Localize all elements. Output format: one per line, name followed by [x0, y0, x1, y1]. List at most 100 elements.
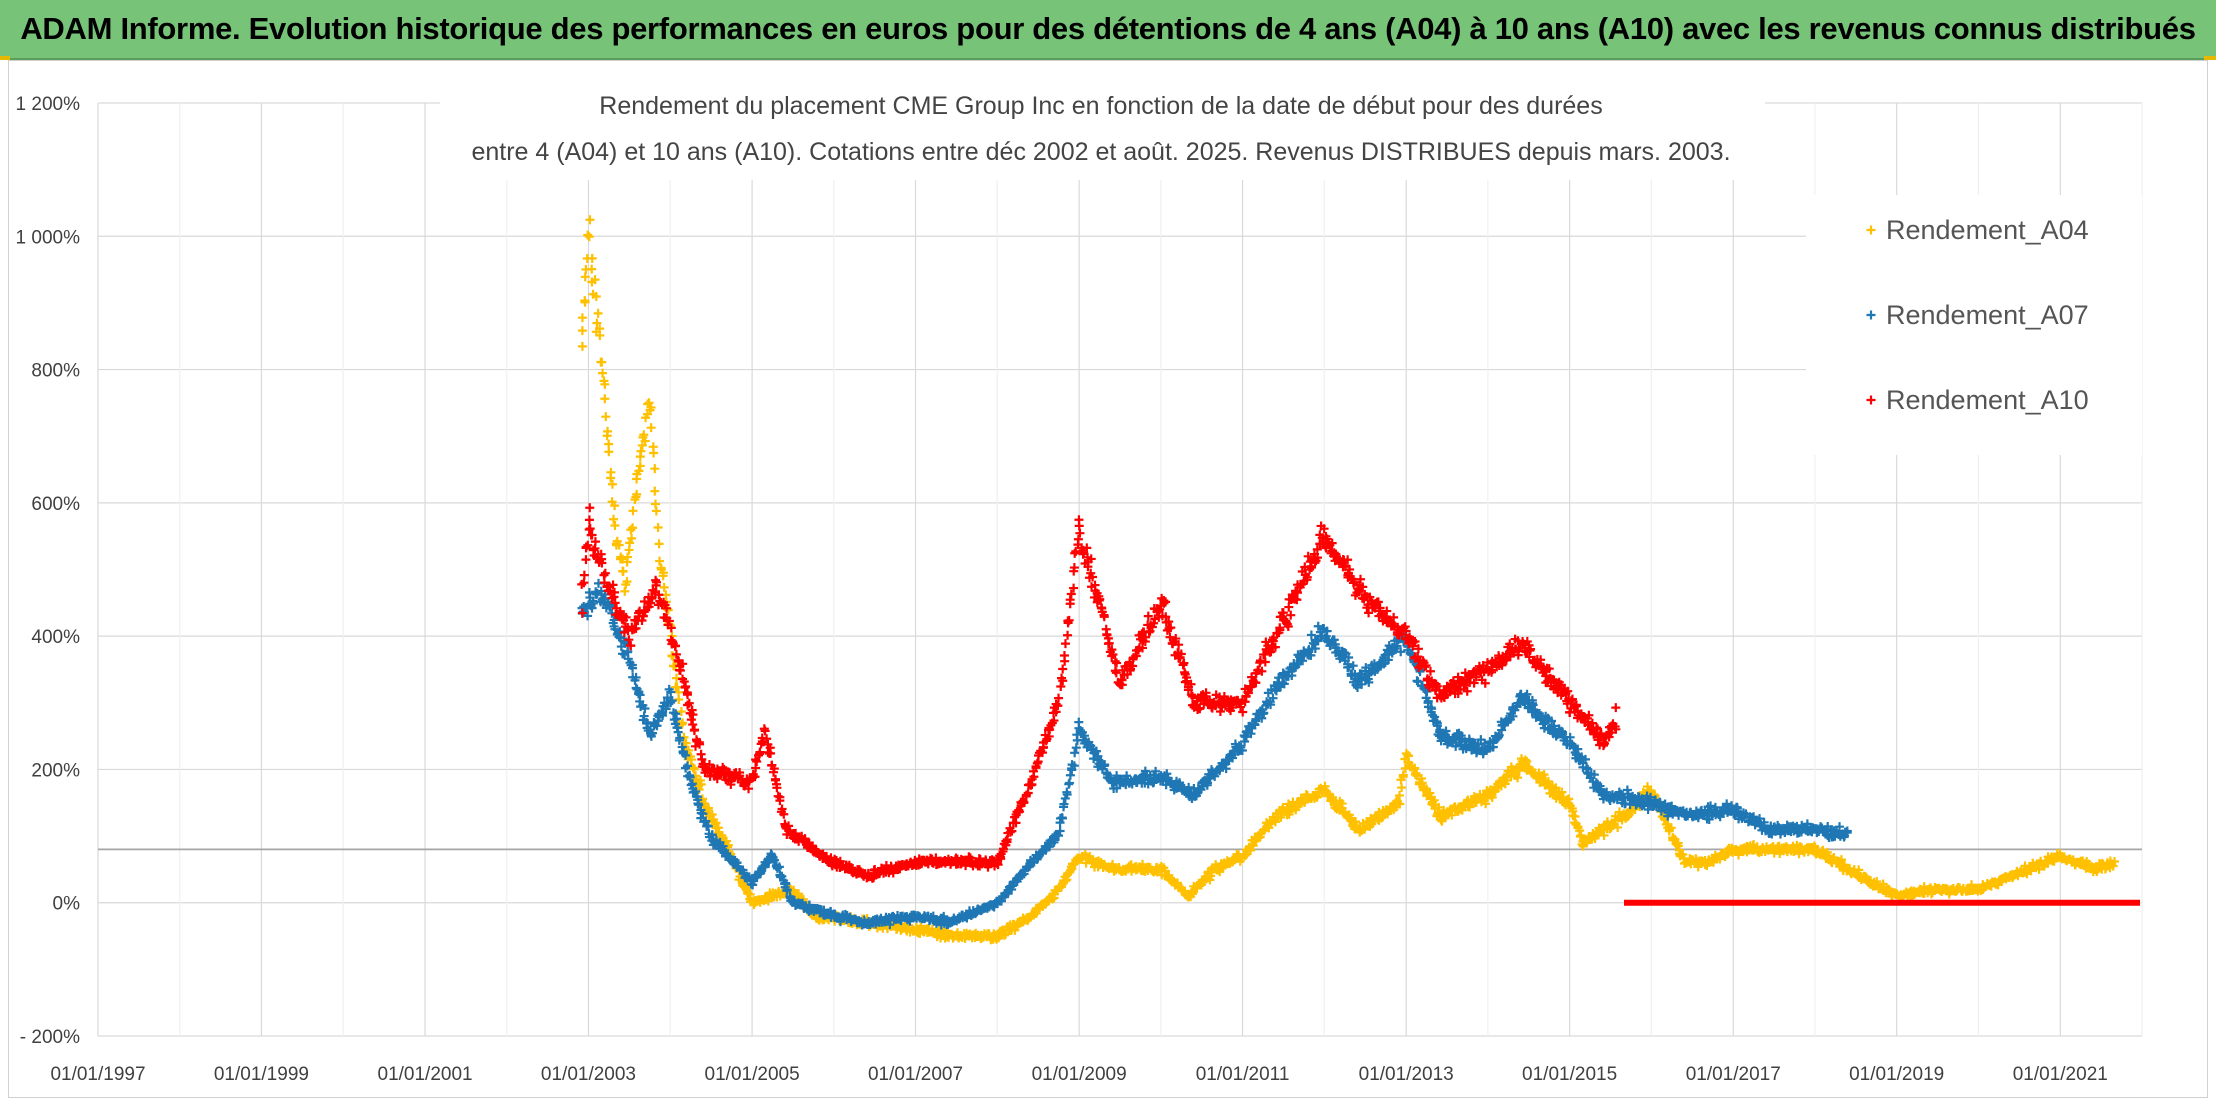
data-point — [1060, 639, 1070, 649]
y-axis-ticks: 1 200% 1 000% 800% 600% 400% 200% 0% - 200% — [16, 94, 81, 1048]
data-point — [1279, 679, 1289, 689]
data-point — [1313, 636, 1323, 646]
x-tick-label: 01/01/2017 — [1686, 1064, 1781, 1085]
data-point — [599, 570, 609, 580]
banner-accent-left — [0, 56, 10, 60]
data-point — [2110, 857, 2120, 867]
data-point — [610, 501, 620, 511]
data-point — [626, 525, 636, 535]
data-point — [1417, 774, 1426, 784]
series-Rendement_A04 — [577, 215, 2120, 945]
data-point — [1464, 802, 1474, 812]
data-point — [1248, 841, 1258, 851]
data-point — [623, 552, 633, 562]
data-point — [649, 448, 659, 458]
data-point — [636, 446, 646, 456]
x-tick-label: 01/01/2007 — [868, 1064, 963, 1085]
data-point — [690, 725, 700, 735]
data-point — [1268, 693, 1278, 703]
data-point — [1264, 823, 1274, 833]
data-point — [1434, 802, 1444, 812]
data-point — [1099, 761, 1109, 771]
data-point — [609, 514, 619, 524]
data-point — [1293, 658, 1303, 668]
data-point — [1344, 662, 1354, 672]
data-point — [658, 711, 668, 721]
data-point — [593, 308, 603, 318]
data-point — [1057, 813, 1067, 823]
data-point — [1298, 656, 1308, 666]
data-point — [1112, 658, 1122, 668]
x-tick-label: 01/01/2019 — [1849, 1064, 1944, 1085]
data-point — [707, 830, 717, 840]
data-point — [1112, 783, 1122, 793]
data-point — [672, 682, 682, 692]
data-point — [1237, 746, 1247, 756]
data-point — [600, 394, 610, 404]
data-point — [1259, 708, 1269, 718]
data-point — [1377, 813, 1387, 823]
y-tick-label: - 200% — [20, 1027, 80, 1048]
data-point — [1344, 652, 1354, 662]
data-point — [1065, 770, 1075, 780]
data-point — [685, 772, 695, 782]
data-point — [1568, 806, 1578, 816]
data-point — [667, 696, 677, 706]
data-point — [585, 503, 595, 513]
data-point — [1260, 657, 1270, 667]
data-point — [1073, 534, 1083, 544]
x-tick-label: 01/01/2001 — [378, 1064, 473, 1085]
data-point — [1054, 831, 1064, 841]
data-point — [1613, 822, 1623, 832]
data-point — [607, 479, 617, 489]
data-point — [1348, 661, 1358, 671]
data-point — [1557, 787, 1567, 797]
data-point — [689, 764, 699, 774]
data-point — [698, 809, 708, 819]
data-point — [1322, 626, 1332, 636]
x-tick-label: 01/01/1997 — [50, 1064, 145, 1085]
data-point — [606, 473, 616, 483]
data-points — [577, 215, 2140, 945]
data-point — [1441, 726, 1451, 736]
data-point — [774, 862, 784, 872]
x-tick-label: 01/01/2005 — [705, 1064, 800, 1085]
data-point — [581, 555, 591, 565]
data-point — [1079, 731, 1089, 741]
data-point — [650, 464, 660, 474]
data-point — [648, 728, 658, 738]
data-point — [659, 582, 669, 592]
y-tick-label: 1 000% — [16, 227, 81, 248]
data-point — [598, 368, 608, 378]
data-point — [782, 885, 792, 895]
y-tick-label: 200% — [31, 760, 80, 781]
data-point — [1678, 849, 1688, 859]
data-point — [1539, 770, 1549, 780]
banner-accent-right — [2204, 56, 2216, 60]
data-point — [597, 357, 607, 367]
x-tick-label: 01/01/2011 — [1196, 1064, 1290, 1085]
data-point — [1836, 855, 1846, 865]
data-point — [595, 324, 605, 334]
data-point — [622, 577, 632, 587]
title-banner: ADAM Informe. Evolution historique des p… — [0, 0, 2216, 60]
data-point — [577, 313, 587, 323]
data-point — [579, 570, 589, 580]
data-point — [683, 745, 693, 755]
data-point — [686, 715, 696, 725]
data-point — [628, 663, 638, 673]
data-point — [682, 761, 692, 771]
data-point — [580, 296, 590, 306]
data-point — [650, 486, 660, 496]
data-point — [1854, 865, 1864, 875]
data-point — [592, 318, 602, 328]
data-point — [584, 232, 594, 242]
data-point — [632, 489, 642, 499]
data-point — [1447, 810, 1457, 820]
data-point — [1361, 663, 1371, 673]
series-Rendement_A10 — [577, 503, 2140, 906]
data-point — [587, 264, 597, 274]
data-point — [654, 539, 664, 549]
data-point — [675, 733, 685, 743]
data-point — [1666, 823, 1676, 833]
